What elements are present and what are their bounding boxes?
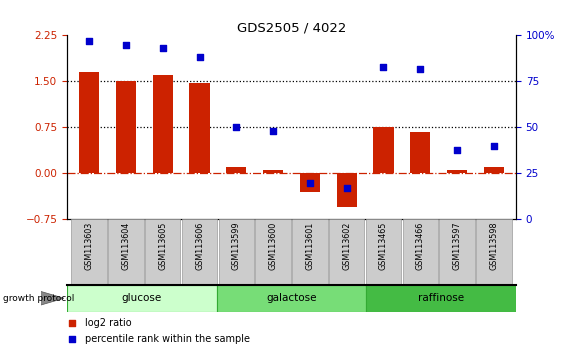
Bar <box>300 173 320 192</box>
FancyBboxPatch shape <box>403 219 438 285</box>
Bar <box>484 167 504 173</box>
Bar <box>447 170 467 173</box>
FancyBboxPatch shape <box>182 219 217 285</box>
Text: raffinose: raffinose <box>418 293 464 303</box>
Bar <box>410 132 430 173</box>
FancyBboxPatch shape <box>292 219 328 285</box>
Point <box>489 143 498 149</box>
Point <box>379 64 388 69</box>
Point <box>231 125 241 130</box>
Text: GSM113465: GSM113465 <box>379 222 388 270</box>
Text: glucose: glucose <box>122 293 162 303</box>
Point <box>328 111 337 116</box>
Title: GDS2505 / 4022: GDS2505 / 4022 <box>237 21 346 34</box>
Text: GSM113466: GSM113466 <box>416 222 425 270</box>
Text: GSM113603: GSM113603 <box>85 222 94 270</box>
Bar <box>373 127 394 173</box>
Point <box>195 55 204 60</box>
Text: GSM113602: GSM113602 <box>342 222 351 270</box>
FancyBboxPatch shape <box>145 219 180 285</box>
Text: GSM113601: GSM113601 <box>305 222 314 270</box>
FancyBboxPatch shape <box>255 219 291 285</box>
FancyBboxPatch shape <box>108 219 143 285</box>
FancyBboxPatch shape <box>329 219 364 285</box>
FancyBboxPatch shape <box>366 219 401 285</box>
Point <box>342 185 352 191</box>
Bar <box>336 173 357 207</box>
Bar <box>226 167 247 173</box>
Text: percentile rank within the sample: percentile rank within the sample <box>85 334 250 344</box>
Bar <box>189 83 210 173</box>
Text: GSM113599: GSM113599 <box>232 222 241 270</box>
FancyBboxPatch shape <box>219 219 254 285</box>
Bar <box>116 81 136 173</box>
Text: GSM113606: GSM113606 <box>195 222 204 270</box>
FancyBboxPatch shape <box>440 219 475 285</box>
FancyBboxPatch shape <box>72 219 107 285</box>
Bar <box>217 285 366 312</box>
Point <box>416 66 425 72</box>
Bar <box>79 72 99 173</box>
Bar <box>366 285 516 312</box>
Point <box>121 42 131 47</box>
Bar <box>263 170 283 173</box>
Text: GSM113605: GSM113605 <box>158 222 167 270</box>
Text: growth protocol: growth protocol <box>3 294 74 303</box>
FancyBboxPatch shape <box>476 219 511 285</box>
Text: GSM113604: GSM113604 <box>121 222 131 270</box>
Bar <box>67 285 217 312</box>
Text: log2 ratio: log2 ratio <box>85 318 132 328</box>
Point <box>328 256 337 261</box>
Point <box>158 45 167 51</box>
Bar <box>153 75 173 173</box>
Point <box>268 128 278 134</box>
Polygon shape <box>41 291 64 305</box>
Point <box>452 147 462 152</box>
Text: GSM113598: GSM113598 <box>489 222 498 270</box>
Text: GSM113597: GSM113597 <box>452 222 462 270</box>
Text: galactose: galactose <box>266 293 317 303</box>
Point <box>305 180 315 185</box>
Text: GSM113600: GSM113600 <box>269 222 278 270</box>
Point <box>85 38 94 44</box>
